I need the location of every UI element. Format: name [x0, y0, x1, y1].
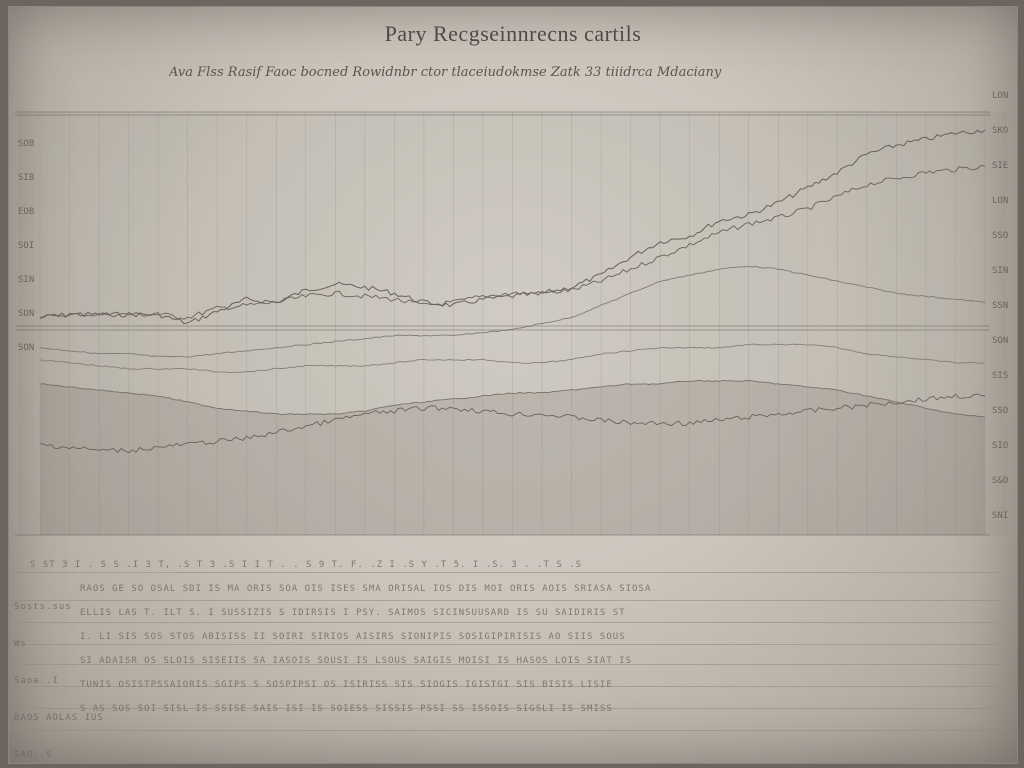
- data-table: S ST 3 I . S S .I 3 T, .S T 3 .S I I T .…: [10, 540, 998, 760]
- series-line-3: [39, 265, 986, 358]
- y-tick-label-left: SON: [18, 309, 34, 319]
- table-row-label: Sosts.sus: [14, 602, 72, 612]
- table-rule: [10, 644, 998, 645]
- plot-area: [18, 112, 1007, 535]
- table-row-label: Saoa..I: [14, 676, 59, 686]
- y-tick-label-right: LON: [992, 196, 1008, 206]
- y-tick-label-right: SKO: [992, 126, 1008, 136]
- y-tick-label-right: SSO: [992, 231, 1008, 241]
- table-row: SI ADAISR OS SLOIS SISEIIS SA IASOIS SOU…: [80, 656, 632, 666]
- table-row: TUNIS OSISTPSSAIORIS SGIPS S SOSPIPSI OS…: [80, 680, 613, 690]
- y-tick-label-right: SSN: [992, 301, 1008, 311]
- series-line-6: [39, 393, 986, 454]
- y-tick-label-left: SON: [18, 343, 34, 353]
- table-rule: [10, 708, 998, 709]
- table-rule: [10, 622, 998, 623]
- chart-subtitle: Ava Flss Rasif Faoc bocned Rowidnbr ctor…: [169, 65, 722, 80]
- y-tick-label-left: SOB: [18, 139, 34, 149]
- y-tick-label-right: SON: [992, 336, 1008, 346]
- y-tick-label-left: EOB: [18, 207, 34, 217]
- y-tick-label-right: SIE: [992, 161, 1008, 171]
- table-row-label: BAOS AOLAS IUS: [14, 713, 104, 723]
- y-tick-label-left: SIN: [18, 275, 34, 285]
- chart-title: Pary Recgseinnrecns cartils: [384, 21, 642, 46]
- area-band: [40, 380, 985, 535]
- series-line-1: [40, 129, 986, 325]
- y-tick-label-right: LON: [992, 91, 1008, 101]
- y-tick-label-left: SIB: [18, 173, 34, 183]
- y-tick-label-right: SIO: [992, 441, 1008, 451]
- y-tick-label-left: SOI: [18, 241, 34, 251]
- table-row-label: SAO..S: [14, 750, 53, 760]
- series-line-5: [39, 379, 986, 418]
- y-tick-label-right: S&O: [992, 476, 1008, 486]
- y-tick-label-right: SNI: [992, 511, 1008, 521]
- table-row: S ST 3 I . S S .I 3 T, .S T 3 .S I I T .…: [30, 560, 582, 570]
- table-row: I. LI SIS SOS STOS ABISISS II SOIRI SIRI…: [80, 632, 626, 642]
- table-rule: [10, 600, 998, 601]
- table-rule: [10, 664, 998, 665]
- table-rule: [10, 572, 998, 573]
- table-row: RAOS GE SO OSAL SDI IS MA ORIS SOA OIS I…: [80, 584, 652, 594]
- y-tick-label-right: SIN: [992, 266, 1008, 276]
- y-tick-label-right: SSO: [992, 406, 1008, 416]
- series-line-4: [39, 343, 986, 373]
- table-row: ELLIS LAS T. ILT S. I SUSSIZIS S IDIRSIS…: [80, 608, 626, 618]
- y-tick-label-right: SIS: [992, 371, 1008, 381]
- table-rule: [10, 686, 998, 687]
- chart-sheet: Pary Recgseinnrecns cartils Ava Flss Ras…: [8, 6, 1018, 764]
- series-line-2: [39, 164, 986, 320]
- table-row: S AS SOS SOI SISL IS SSISE SAIS ISI IS S…: [80, 704, 613, 714]
- table-row-label: Ws: [14, 639, 27, 649]
- table-rule: [10, 730, 998, 731]
